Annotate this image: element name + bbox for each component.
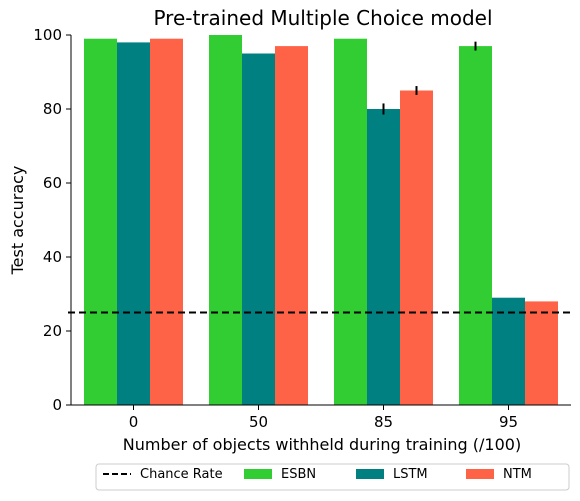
y-tick-label-0: 0 [52, 396, 62, 414]
bar-lstm-85 [367, 109, 400, 405]
bar-lstm-0 [117, 42, 150, 406]
x-tick-label-95: 95 [499, 413, 518, 431]
x-tick-label-85: 85 [374, 413, 393, 431]
legend-label-ntm: NTM [503, 467, 532, 482]
bar-ntm-50 [275, 46, 308, 405]
y-tick-label-80: 80 [43, 100, 62, 118]
chart-title: Pre-trained Multiple Choice model [153, 6, 492, 30]
legend-swatch-lstm [356, 469, 384, 479]
y-tick-label-20: 20 [43, 322, 62, 340]
bar-esbn-0 [84, 38, 117, 405]
x-axis-label: Number of objects withheld during traini… [123, 435, 521, 454]
bar-ntm-0 [150, 38, 183, 405]
legend-swatch-esbn [244, 469, 272, 479]
y-tick-label-100: 100 [33, 26, 62, 44]
legend-label-lstm: LSTM [393, 467, 428, 482]
legend-frame [95, 463, 570, 491]
y-tick-label-40: 40 [43, 248, 62, 266]
bar-esbn-95 [459, 46, 492, 405]
bar-ntm-95 [525, 301, 558, 405]
bar-lstm-95 [492, 297, 525, 405]
y-tick-label-60: 60 [43, 174, 62, 192]
x-tick-label-50: 50 [249, 413, 268, 431]
bar-esbn-50 [209, 35, 242, 405]
y-axis-label: Test accuracy [8, 166, 27, 276]
bar-ntm-85 [400, 90, 433, 405]
legend-swatch-ntm [466, 469, 494, 479]
legend-label-chance-rate: Chance Rate [140, 467, 223, 482]
bar-lstm-50 [242, 53, 275, 405]
bar-esbn-85 [334, 38, 367, 405]
x-tick-label-0: 0 [129, 413, 139, 431]
legend-label-esbn: ESBN [281, 467, 316, 482]
plot-area: 0 50 85 95 0 20 40 60 80 100 [33, 26, 571, 431]
legend: Chance Rate ESBN LSTM NTM [95, 463, 570, 491]
